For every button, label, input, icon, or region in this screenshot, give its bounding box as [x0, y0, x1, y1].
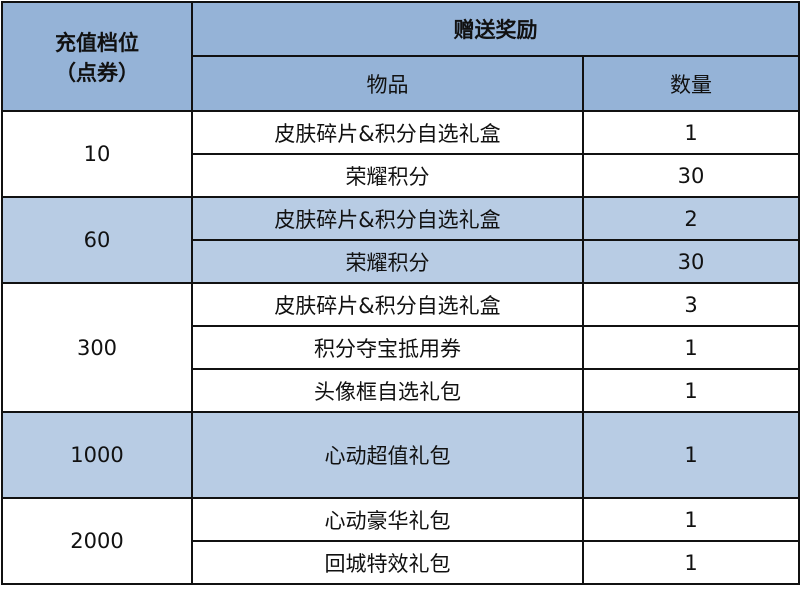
tier-amount: 1000 — [1, 411, 193, 499]
tier-header: 充值档位 （点券） — [1, 1, 193, 112]
tier-amount: 10 — [1, 110, 193, 198]
table-row: 荣耀积分 30 — [2, 239, 800, 284]
table-row: 300 皮肤碎片&积分自选礼盒 3 — [1, 282, 800, 413]
reward-quantity: 2 — [582, 196, 800, 241]
table-row: 1000 心动超值礼包 1 — [1, 411, 800, 499]
reward-quantity: 1 — [582, 540, 800, 585]
reward-item: 回城特效礼包 — [191, 540, 584, 585]
table-row: 10 皮肤碎片&积分自选礼盒 1 — [1, 110, 800, 198]
table-row: 荣耀积分 30 — [2, 153, 800, 198]
tier-amount: 2000 — [1, 497, 193, 585]
tier-header-line2: （点券） — [55, 60, 139, 85]
reward-item: 皮肤碎片&积分自选礼盒 — [191, 196, 584, 241]
table-row: 60 皮肤碎片&积分自选礼盒 2 — [1, 196, 800, 284]
reward-quantity: 1 — [582, 110, 800, 155]
item-header: 物品 — [191, 55, 584, 112]
reward-item: 荣耀积分 — [191, 239, 584, 284]
reward-quantity: 30 — [582, 239, 800, 284]
quantity-header: 数量 — [582, 55, 800, 112]
reward-quantity: 30 — [582, 153, 800, 198]
reward-item: 心动豪华礼包 — [191, 497, 584, 542]
reward-item: 皮肤碎片&积分自选礼盒 — [191, 110, 584, 155]
table-row: 2000 心动豪华礼包 1 — [1, 497, 800, 585]
reward-item: 积分夺宝抵用券 — [191, 325, 584, 370]
reward-item: 荣耀积分 — [191, 153, 584, 198]
table-row: 头像框自选礼包 1 — [2, 368, 800, 413]
reward-item: 皮肤碎片&积分自选礼盒 — [191, 282, 584, 327]
tier-amount: 300 — [1, 282, 193, 413]
reward-header: 赠送奖励 — [191, 1, 800, 57]
reward-quantity: 1 — [582, 411, 800, 499]
reward-item: 心动超值礼包 — [191, 411, 584, 499]
table-row: 回城特效礼包 1 — [2, 540, 800, 585]
reward-quantity: 1 — [582, 497, 800, 542]
table-row: 积分夺宝抵用券 1 — [2, 325, 800, 370]
tier-amount: 60 — [1, 196, 193, 284]
reward-item: 头像框自选礼包 — [191, 368, 584, 413]
tier-header-line1: 充值档位 — [55, 30, 139, 55]
reward-quantity: 3 — [582, 282, 800, 327]
reward-quantity: 1 — [582, 325, 800, 370]
reward-quantity: 1 — [582, 368, 800, 413]
